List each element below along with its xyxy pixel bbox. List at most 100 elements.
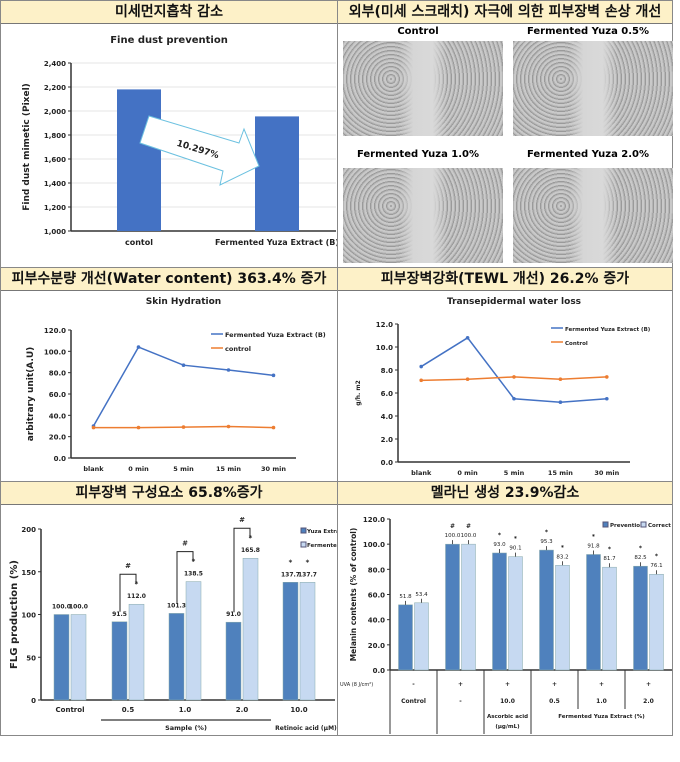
bar bbox=[168, 613, 185, 701]
bar bbox=[555, 565, 570, 671]
data-point bbox=[271, 425, 276, 430]
microscopy-image bbox=[343, 41, 503, 136]
image-label: Fermented Yuza 2.0% bbox=[526, 149, 650, 160]
arrow-shape bbox=[139, 115, 260, 186]
bar bbox=[398, 604, 413, 671]
data-label: 137.7 bbox=[298, 571, 317, 578]
uva-value: + bbox=[552, 681, 557, 688]
legend-label: Fermented bbox=[307, 543, 337, 549]
chart-title: Fine dust prevention bbox=[110, 35, 228, 46]
dust-chart: Fine dust prevention 1,000 1,200 1,400 1,600… bbox=[22, 35, 337, 247]
y-tick-label: 50 bbox=[26, 654, 36, 662]
significance-mark: * bbox=[592, 533, 596, 540]
bar bbox=[242, 557, 259, 701]
data-point bbox=[271, 373, 276, 378]
x-tick-label: Fermented Yuza Extract (B) bbox=[215, 238, 337, 247]
x-tick-label: 2.0 bbox=[643, 698, 654, 705]
group-label: Sample (%) bbox=[165, 724, 207, 732]
data-label: 100.0 bbox=[445, 533, 461, 539]
bracket-mark: # bbox=[125, 562, 131, 570]
x-tick-label: 5 min bbox=[504, 469, 525, 477]
significance-mark: * bbox=[498, 532, 502, 539]
panel-header: 피부수분량 개선(Water content) 363.4% 증가 bbox=[1, 268, 337, 291]
uva-value: - bbox=[412, 681, 415, 688]
series-line bbox=[92, 346, 274, 427]
data-label: 51.8 bbox=[399, 594, 412, 600]
data-label: 101.3 bbox=[167, 602, 186, 609]
y-tick-label: 1,200 bbox=[44, 204, 66, 212]
significance-mark: # bbox=[466, 523, 471, 530]
significance-bracket bbox=[119, 573, 137, 612]
y-tick-label: 120.0 bbox=[363, 516, 385, 524]
y-tick-label: 100.0 bbox=[363, 541, 385, 549]
significance-mark: * bbox=[306, 558, 310, 566]
x-tick-label: blank bbox=[411, 469, 432, 477]
data-point bbox=[605, 396, 609, 401]
y-axis-label: Melanin contents (% of control) bbox=[349, 528, 358, 662]
y-axis-label: arbitrary unit(A.U) bbox=[26, 347, 36, 442]
data-label: 53.4 bbox=[415, 592, 428, 598]
panel-header: 피부장벽강화(TEWL 개선) 26.2% 증가 bbox=[338, 268, 672, 291]
x-tick-label: 15 min bbox=[216, 465, 241, 473]
bar bbox=[299, 582, 316, 701]
data-point bbox=[465, 336, 470, 340]
panel-header: 피부장벽 구성요소 65.8%증가 bbox=[1, 482, 337, 505]
x-tick-label: 15 min bbox=[548, 469, 573, 477]
panel-dust: 미세먼지흡착 감소 Fine dust prevention 1,000 1,200… bbox=[0, 0, 338, 268]
bar bbox=[633, 565, 648, 671]
x-tick-label: 1.0 bbox=[179, 706, 192, 714]
significance-mark: * bbox=[192, 558, 196, 566]
y-tick-label: 100.0 bbox=[44, 348, 66, 356]
bracket-mark: # bbox=[239, 516, 245, 524]
x-tick-label: 30 min bbox=[261, 465, 286, 473]
y-axis-label: Find dust mimetic (Pixel) bbox=[22, 83, 32, 211]
y-tick-label: 4.0 bbox=[381, 413, 394, 421]
data-point bbox=[181, 425, 186, 429]
bar bbox=[461, 543, 476, 671]
bar bbox=[282, 582, 299, 701]
y-tick-label: 6.0 bbox=[381, 390, 394, 398]
y-tick-label: 2,000 bbox=[44, 108, 66, 116]
data-label: 91.0 bbox=[226, 611, 241, 618]
y-tick-label: 1,800 bbox=[44, 132, 66, 140]
data-point bbox=[226, 424, 231, 429]
y-tick-label: 120.0 bbox=[44, 327, 66, 335]
data-label: 83.2 bbox=[556, 554, 568, 560]
legend-swatch bbox=[602, 521, 609, 528]
x-tick-label: 30 min bbox=[594, 469, 619, 477]
bar bbox=[225, 621, 242, 701]
bar bbox=[586, 554, 601, 671]
data-point bbox=[558, 377, 563, 381]
significance-mark: * bbox=[655, 553, 659, 560]
panel-barrier-damage: 외부(미세 스크래치) 자극에 의한 피부장벽 손상 개선 Control Fe… bbox=[337, 0, 673, 268]
x-tick-label: - bbox=[459, 698, 462, 705]
bar bbox=[539, 549, 554, 671]
data-point bbox=[136, 425, 141, 430]
y-tick-label: 1,400 bbox=[44, 180, 66, 188]
bracket-mark: # bbox=[182, 540, 188, 548]
data-label: 137.7 bbox=[281, 571, 300, 578]
microscopy-image bbox=[343, 168, 503, 263]
significance-mark: * bbox=[545, 529, 549, 536]
y-tick-label: 80.0 bbox=[49, 370, 66, 378]
bar bbox=[185, 581, 202, 701]
data-point bbox=[558, 400, 563, 404]
data-label: 90.1 bbox=[509, 546, 521, 552]
data-label: 81.7 bbox=[603, 556, 616, 562]
significance-mark: * bbox=[289, 558, 293, 566]
data-label: 100.0 bbox=[52, 604, 71, 611]
y-tick-label: 40.0 bbox=[368, 617, 385, 625]
panel-melanin: 멜라닌 생성 23.9%감소 0.0 20.0 40.0 60.0 80.0 100.0 1… bbox=[337, 481, 673, 736]
legend-label: Fermented Yuza Extract (B) bbox=[565, 327, 651, 333]
x-tick-label: 0.5 bbox=[549, 698, 560, 705]
significance-mark: * bbox=[608, 546, 612, 553]
legend-label: Correct bbox=[648, 523, 671, 529]
uva-value: + bbox=[646, 681, 651, 688]
legend-swatch bbox=[300, 541, 307, 548]
data-point bbox=[91, 425, 96, 430]
data-point bbox=[512, 396, 516, 401]
bar bbox=[602, 566, 617, 671]
group-label: Retinoic acid (μM) bbox=[275, 725, 337, 732]
y-tick-label: 2,400 bbox=[44, 60, 66, 68]
x-tick-label: 0.5 bbox=[122, 706, 135, 714]
